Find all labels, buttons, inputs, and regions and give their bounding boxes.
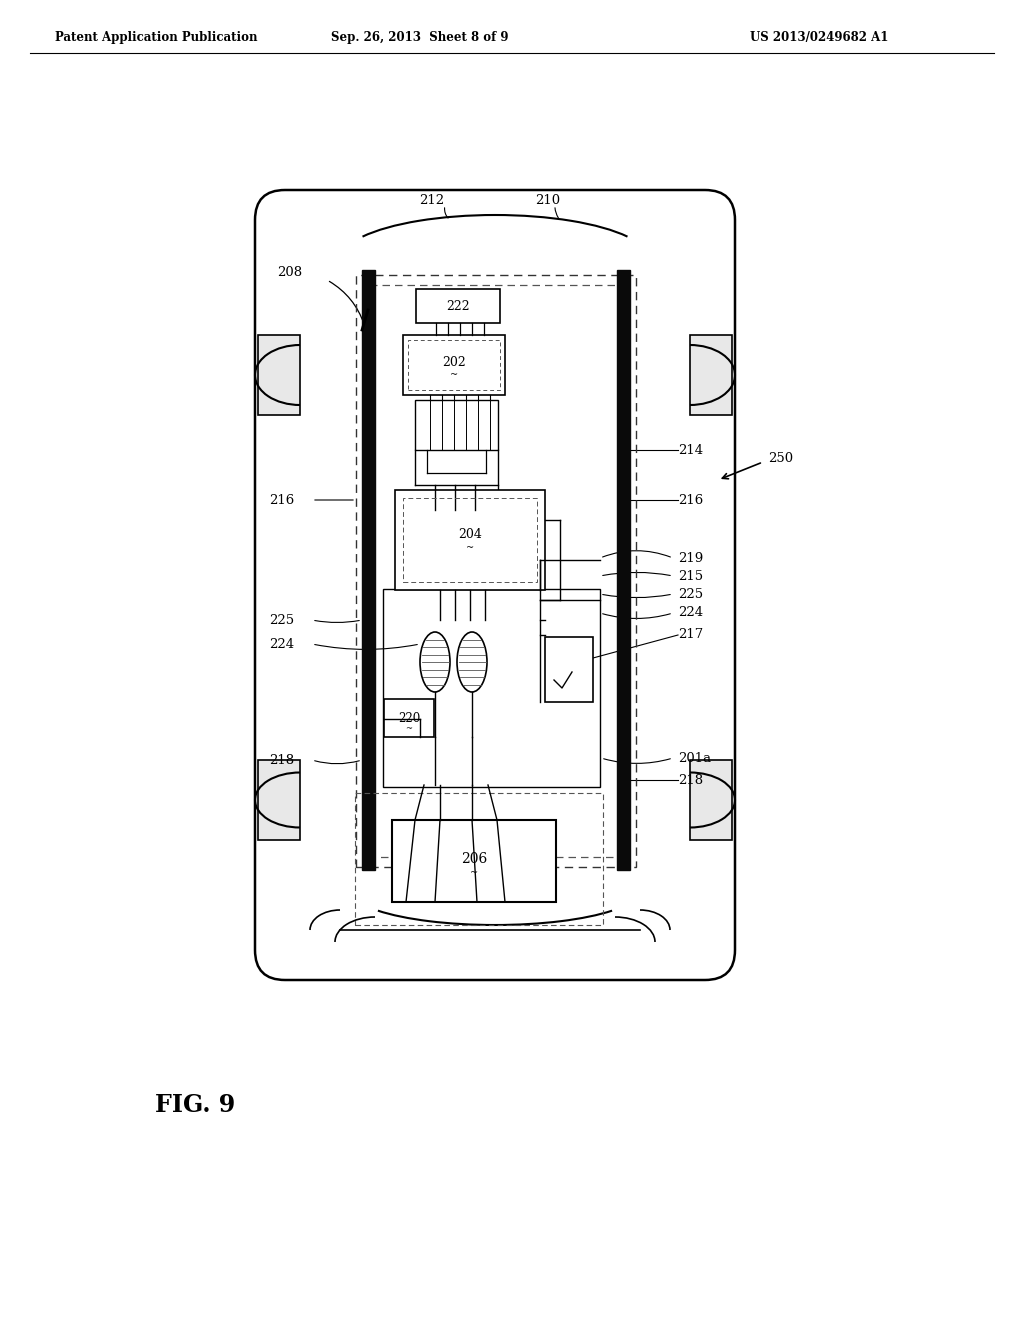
Text: 220: 220 — [398, 711, 420, 725]
Text: Sep. 26, 2013  Sheet 8 of 9: Sep. 26, 2013 Sheet 8 of 9 — [331, 30, 509, 44]
Bar — [356, 275, 636, 867]
Text: 202: 202 — [442, 355, 466, 368]
Text: 208: 208 — [276, 265, 302, 279]
Text: 214: 214 — [678, 444, 703, 457]
Bar — [408, 341, 500, 389]
Bar — [415, 400, 498, 450]
Text: ~: ~ — [450, 371, 458, 380]
Bar — [383, 589, 600, 787]
Text: 224: 224 — [269, 638, 294, 651]
Text: US 2013/0249682 A1: US 2013/0249682 A1 — [750, 30, 889, 44]
Bar — [258, 760, 300, 840]
Text: 225: 225 — [678, 587, 703, 601]
Text: 204: 204 — [458, 528, 482, 541]
Bar — [355, 793, 603, 925]
Text: 250: 250 — [768, 451, 794, 465]
Bar — [403, 335, 505, 395]
Bar — [258, 335, 300, 414]
Text: 224: 224 — [678, 606, 703, 619]
Bar — [392, 820, 556, 902]
Text: 216: 216 — [268, 494, 294, 507]
FancyBboxPatch shape — [255, 190, 735, 979]
Bar — [395, 490, 545, 590]
Text: 210: 210 — [536, 194, 560, 206]
Bar — [690, 335, 732, 414]
Text: FIG. 9: FIG. 9 — [155, 1093, 236, 1117]
Text: 222: 222 — [446, 300, 470, 313]
Text: ~: ~ — [406, 725, 413, 733]
Bar — [403, 498, 537, 582]
Bar — [362, 271, 375, 870]
Bar — [416, 289, 500, 323]
Text: 201a: 201a — [678, 751, 711, 764]
Text: 218: 218 — [678, 774, 703, 787]
Text: Patent Application Publication: Patent Application Publication — [55, 30, 257, 44]
Ellipse shape — [457, 632, 487, 692]
Text: 206: 206 — [461, 851, 487, 866]
Text: 217: 217 — [678, 628, 703, 642]
Text: 218: 218 — [269, 754, 294, 767]
Text: ~: ~ — [466, 544, 474, 553]
Bar — [384, 700, 434, 737]
Bar — [690, 760, 732, 840]
Text: 216: 216 — [678, 494, 703, 507]
Text: ~: ~ — [470, 869, 478, 878]
Bar — [617, 271, 630, 870]
Text: 219: 219 — [678, 552, 703, 565]
Text: 215: 215 — [678, 569, 703, 582]
Text: 225: 225 — [269, 614, 294, 627]
Bar — [545, 638, 593, 702]
Bar — [368, 285, 624, 857]
Text: 212: 212 — [420, 194, 444, 206]
Ellipse shape — [420, 632, 450, 692]
